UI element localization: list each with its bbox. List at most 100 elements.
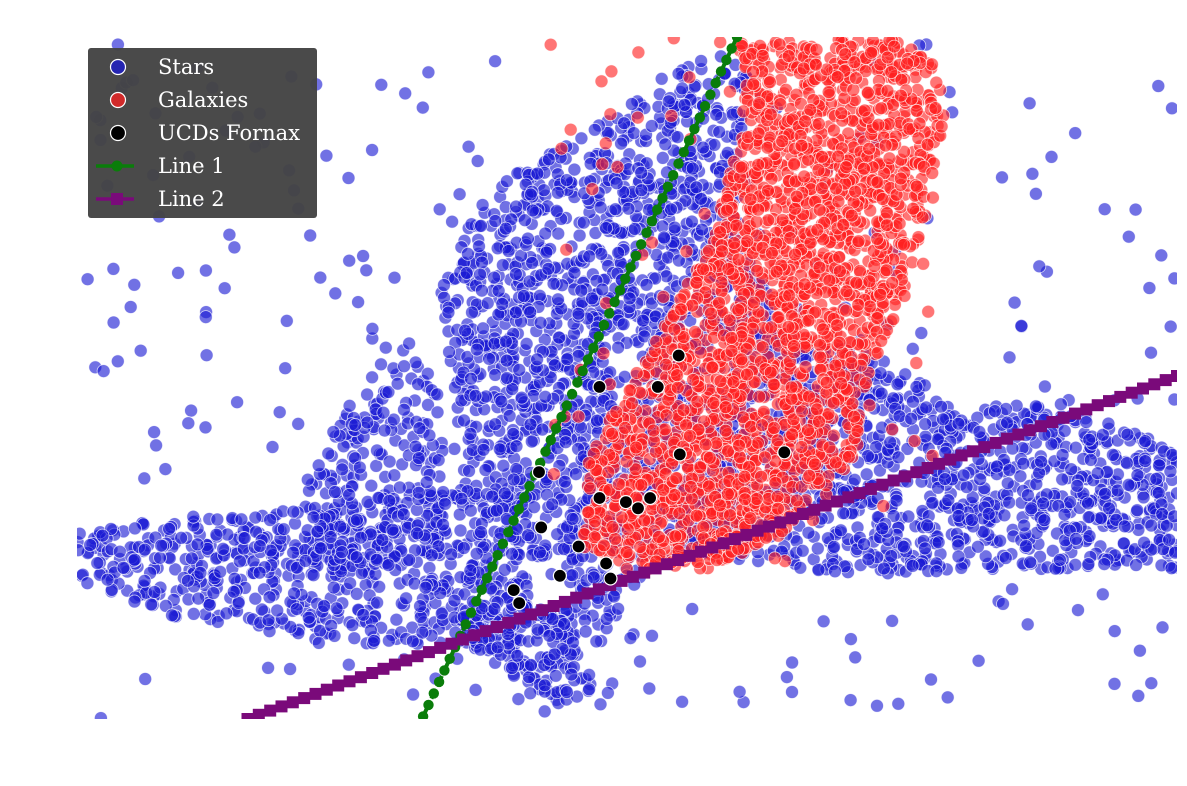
stars-point: [1022, 96, 1037, 111]
stars-point: [382, 493, 397, 508]
stars-point: [861, 552, 876, 567]
stars-point: [509, 305, 523, 320]
stars-point: [365, 370, 380, 385]
stars-point: [516, 289, 531, 303]
stars-point: [707, 137, 722, 152]
stars-point: [582, 249, 597, 264]
stars-point: [474, 525, 488, 539]
stars-point: [1032, 465, 1046, 480]
stars-point: [506, 426, 521, 441]
stars-point: [1081, 510, 1096, 525]
stars-point: [100, 572, 115, 587]
stars-point: [1095, 587, 1110, 602]
stars-point: [396, 507, 411, 522]
stars-point: [392, 480, 407, 495]
stars-point: [491, 283, 506, 298]
stars-point: [1068, 440, 1083, 455]
stars-point: [642, 681, 657, 696]
stars-point: [523, 305, 538, 320]
stars-point: [289, 602, 304, 616]
stars-point: [369, 552, 384, 567]
stars-point: [1107, 624, 1122, 638]
stars-point: [95, 528, 110, 543]
stars-point: [501, 627, 516, 641]
stars-point: [430, 405, 445, 420]
stars-point: [664, 202, 678, 217]
stars-point: [780, 670, 794, 684]
stars-point: [658, 137, 673, 152]
stars-point: [301, 610, 316, 625]
stars-point: [569, 467, 583, 482]
stars-point: [873, 366, 888, 381]
stars-point: [607, 589, 621, 604]
stars-point: [551, 292, 565, 307]
stars-point: [300, 472, 315, 487]
stars-point: [1120, 456, 1134, 471]
stars-point: [1083, 452, 1098, 467]
stars-point: [378, 340, 393, 355]
stars-point: [1101, 416, 1116, 431]
stars-point: [248, 510, 263, 525]
stars-point: [891, 450, 906, 465]
stars-point: [1000, 476, 1015, 491]
stars-point: [509, 267, 523, 281]
stars-point: [1019, 539, 1033, 553]
stars-point: [342, 398, 357, 413]
stars-point: [468, 388, 483, 403]
stars-point: [732, 684, 747, 699]
stars-point: [1057, 507, 1072, 522]
stars-point: [930, 432, 945, 447]
stars-point: [1128, 202, 1143, 217]
stars-point: [351, 295, 366, 310]
stars-point: [127, 552, 142, 567]
stars-point: [1152, 458, 1166, 473]
stars-point: [342, 487, 357, 502]
stars-point: [278, 361, 293, 376]
stars-point: [689, 180, 704, 195]
stars-point: [1079, 415, 1094, 430]
stars-point: [847, 472, 862, 487]
stars-point: [1098, 486, 1112, 501]
stars-point: [504, 661, 519, 675]
stars-point: [374, 357, 388, 372]
stars-point: [468, 683, 483, 697]
stars-point: [326, 425, 341, 439]
stars-point: [485, 489, 500, 504]
stars-point: [420, 366, 435, 381]
stars-point: [877, 561, 891, 576]
stars-point: [306, 510, 321, 525]
stars-point: [634, 183, 649, 198]
stars-point: [488, 214, 503, 228]
stars-point: [585, 291, 599, 306]
stars-point: [265, 440, 280, 454]
stars-point: [162, 522, 177, 536]
stars-point: [1007, 295, 1022, 310]
stars-point: [951, 549, 966, 564]
stars-point: [565, 568, 580, 583]
stars-point: [447, 441, 462, 456]
stars-point: [1081, 557, 1096, 571]
stars-point: [261, 661, 276, 675]
stars-point: [993, 533, 1007, 548]
stars-point: [801, 525, 816, 540]
stars-point: [924, 672, 938, 687]
stars-point: [496, 458, 511, 473]
stars-point: [1097, 557, 1112, 571]
stars-point: [1023, 555, 1037, 570]
stars-point: [1131, 689, 1146, 703]
stars-point: [523, 187, 538, 202]
stars-point: [263, 513, 278, 527]
stars-point: [181, 416, 196, 431]
stars-point: [836, 506, 851, 521]
stars-point: [843, 693, 858, 707]
stars-point: [498, 334, 513, 349]
stars-point: [567, 265, 582, 280]
stars-point: [677, 98, 692, 112]
stars-point: [541, 261, 556, 276]
stars-point: [452, 187, 467, 202]
stars-point: [147, 425, 162, 440]
stars-point: [402, 336, 417, 351]
stars-point: [442, 345, 457, 359]
stars-point: [193, 566, 208, 580]
